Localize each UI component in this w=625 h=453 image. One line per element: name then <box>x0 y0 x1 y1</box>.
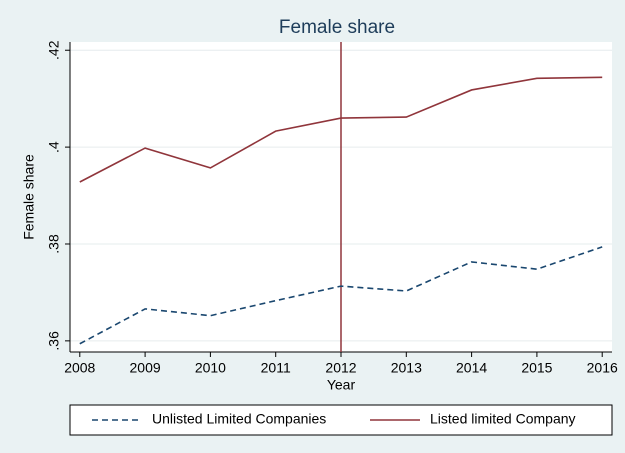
x-axis-title: Year <box>327 377 356 393</box>
y-tick-label: .42 <box>46 40 62 60</box>
chart-title: Female share <box>279 17 395 38</box>
legend-label: Listed limited Company <box>430 411 576 427</box>
x-tick-label: 2009 <box>130 360 161 376</box>
x-tick-label: 2015 <box>521 360 552 376</box>
y-tick-label: .38 <box>46 234 62 254</box>
y-axis-title: Female share <box>21 154 37 240</box>
y-tick-label: .4 <box>46 141 62 153</box>
legend-label: Unlisted Limited Companies <box>152 411 326 427</box>
x-tick-label: 2012 <box>325 360 356 376</box>
x-tick-label: 2016 <box>587 360 618 376</box>
series-line <box>79 76 603 183</box>
x-tick-label: 2013 <box>391 360 422 376</box>
x-tick-label: 2008 <box>64 360 95 376</box>
x-tick-label: 2010 <box>195 360 226 376</box>
y-tick-label: .36 <box>46 331 62 351</box>
series-line <box>79 246 603 345</box>
x-tick-label: 2014 <box>456 360 487 376</box>
legend <box>69 404 613 436</box>
x-tick-label: 2011 <box>261 360 291 376</box>
